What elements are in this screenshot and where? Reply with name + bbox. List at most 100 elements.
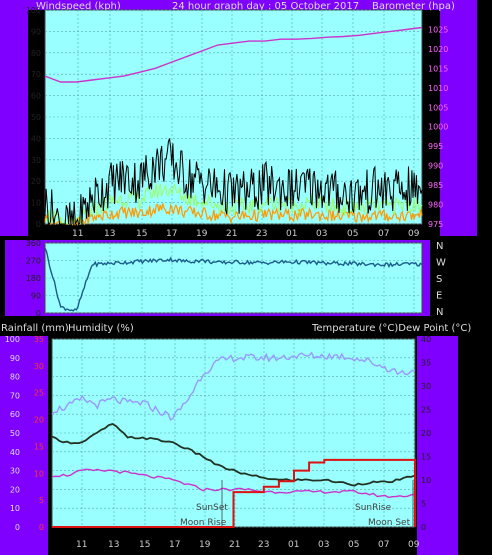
y-tick-label: 20 bbox=[34, 416, 44, 425]
direction-label: E bbox=[436, 291, 442, 302]
y-tick-label: 35 bbox=[34, 335, 44, 344]
y-tick-label: 1010 bbox=[428, 84, 448, 93]
y-tick-label: 90 bbox=[10, 354, 20, 363]
y-tick-label: 15 bbox=[34, 442, 44, 451]
x-tick-label: 11 bbox=[76, 540, 87, 550]
y-tick-label: 270 bbox=[26, 257, 41, 266]
y-tick-label: 975 bbox=[428, 220, 443, 229]
y-tick-label: 80 bbox=[31, 49, 41, 58]
x-tick-label: 05 bbox=[348, 540, 359, 550]
mid-header-temp: Temperature (°C)Dew Point (°C) bbox=[311, 323, 471, 334]
y-tick-label: 180 bbox=[26, 274, 41, 283]
y-tick-label: 35 bbox=[421, 359, 431, 368]
x-tick-label: 15 bbox=[139, 540, 150, 550]
y-tick-label: 40 bbox=[10, 448, 20, 457]
y-tick-label: 70 bbox=[10, 391, 20, 400]
direction-label: S bbox=[436, 274, 442, 285]
direction-label: W bbox=[436, 258, 446, 269]
y-tick-label: 10 bbox=[421, 476, 431, 485]
y-tick-label: 985 bbox=[428, 181, 443, 190]
x-tick-label: 21 bbox=[226, 229, 237, 239]
x-tick-label: 17 bbox=[169, 540, 180, 550]
direction-label: N bbox=[436, 307, 443, 318]
y-tick-label: 40 bbox=[421, 335, 431, 344]
y-tick-label: 990 bbox=[428, 162, 443, 171]
annotation-label: SunSet bbox=[196, 503, 228, 513]
x-tick-label: 07 bbox=[378, 229, 389, 239]
y-tick-label: 0 bbox=[15, 523, 20, 532]
y-tick-label: 0 bbox=[36, 220, 41, 229]
x-tick-label: 21 bbox=[229, 540, 240, 550]
y-tick-label: 25 bbox=[34, 389, 44, 398]
y-tick-label: 5 bbox=[39, 496, 44, 505]
y-tick-label: 30 bbox=[34, 362, 44, 371]
x-tick-label: 09 bbox=[408, 229, 420, 239]
y-tick-label: 1025 bbox=[428, 25, 448, 34]
y-tick-label: 30 bbox=[421, 382, 431, 391]
series-line bbox=[51, 423, 416, 487]
y-tick-label: 70 bbox=[31, 70, 41, 79]
header-left: Windspeed (kph) bbox=[36, 1, 121, 12]
y-tick-label: 1020 bbox=[428, 45, 448, 54]
x-tick-label: 19 bbox=[199, 540, 211, 550]
y-tick-label: 5 bbox=[421, 500, 426, 509]
y-tick-label: 1000 bbox=[428, 123, 448, 132]
y-tick-label: 100 bbox=[5, 335, 20, 344]
y-tick-label: 50 bbox=[10, 429, 20, 438]
y-tick-label: 40 bbox=[31, 134, 41, 143]
y-tick-label: 0 bbox=[39, 523, 44, 532]
x-tick-label: 11 bbox=[72, 229, 83, 239]
header-center: 24 hour graph day : 05 October 2017 bbox=[172, 1, 359, 12]
series-line bbox=[44, 138, 423, 225]
annotation-label: SunRise bbox=[355, 503, 392, 513]
x-tick-label: 17 bbox=[166, 229, 177, 239]
direction-label: N bbox=[436, 241, 443, 252]
series-line bbox=[51, 468, 416, 499]
x-tick-label: 05 bbox=[347, 229, 358, 239]
y-tick-label: 980 bbox=[428, 201, 443, 210]
y-tick-label: 10 bbox=[34, 469, 44, 478]
x-tick-label: 07 bbox=[378, 540, 389, 550]
x-tick-label: 23 bbox=[256, 229, 267, 239]
y-tick-label: 20 bbox=[421, 429, 431, 438]
y-tick-label: 995 bbox=[428, 142, 443, 151]
y-tick-label: 20 bbox=[10, 485, 20, 494]
mid-header-humidity: Humidity (%) bbox=[68, 323, 134, 334]
x-tick-label: 01 bbox=[286, 229, 297, 239]
y-tick-label: 30 bbox=[10, 467, 20, 476]
y-tick-label: 0 bbox=[421, 523, 426, 532]
annotation-label: Moon Rise bbox=[180, 518, 227, 528]
y-tick-label: 60 bbox=[10, 410, 20, 419]
y-tick-label: 360 bbox=[26, 239, 41, 248]
x-tick-label: 23 bbox=[258, 540, 269, 550]
y-tick-label: 25 bbox=[421, 406, 431, 415]
y-tick-label: 80 bbox=[10, 373, 20, 382]
series-line bbox=[44, 203, 423, 227]
series-line bbox=[44, 26, 423, 83]
y-tick-label: 50 bbox=[31, 113, 41, 122]
y-tick-label: 100 bbox=[26, 6, 41, 15]
y-tick-label: 20 bbox=[31, 177, 41, 186]
x-tick-label: 03 bbox=[318, 540, 329, 550]
x-tick-label: 19 bbox=[196, 229, 208, 239]
y-tick-label: 30 bbox=[31, 156, 41, 165]
y-tick-label: 60 bbox=[31, 92, 41, 101]
mid-header-rain: Rainfall (mm) bbox=[1, 323, 69, 334]
y-tick-label: 0 bbox=[36, 309, 41, 318]
x-tick-label: 13 bbox=[108, 540, 119, 550]
x-tick-label: 01 bbox=[288, 540, 299, 550]
series-line bbox=[51, 351, 416, 421]
x-tick-label: 15 bbox=[136, 229, 147, 239]
y-tick-label: 90 bbox=[31, 292, 41, 301]
y-tick-label: 90 bbox=[31, 27, 41, 36]
annotation-label: Moon Set bbox=[368, 518, 411, 528]
series-line bbox=[44, 247, 423, 312]
y-tick-label: 15 bbox=[421, 453, 431, 462]
y-tick-label: 10 bbox=[31, 199, 41, 208]
y-tick-label: 1015 bbox=[428, 64, 448, 73]
y-tick-label: 1005 bbox=[428, 103, 448, 112]
header-right: Barometer (hpa) bbox=[372, 1, 455, 12]
x-tick-label: 03 bbox=[316, 229, 327, 239]
y-tick-label: 10 bbox=[10, 504, 20, 513]
